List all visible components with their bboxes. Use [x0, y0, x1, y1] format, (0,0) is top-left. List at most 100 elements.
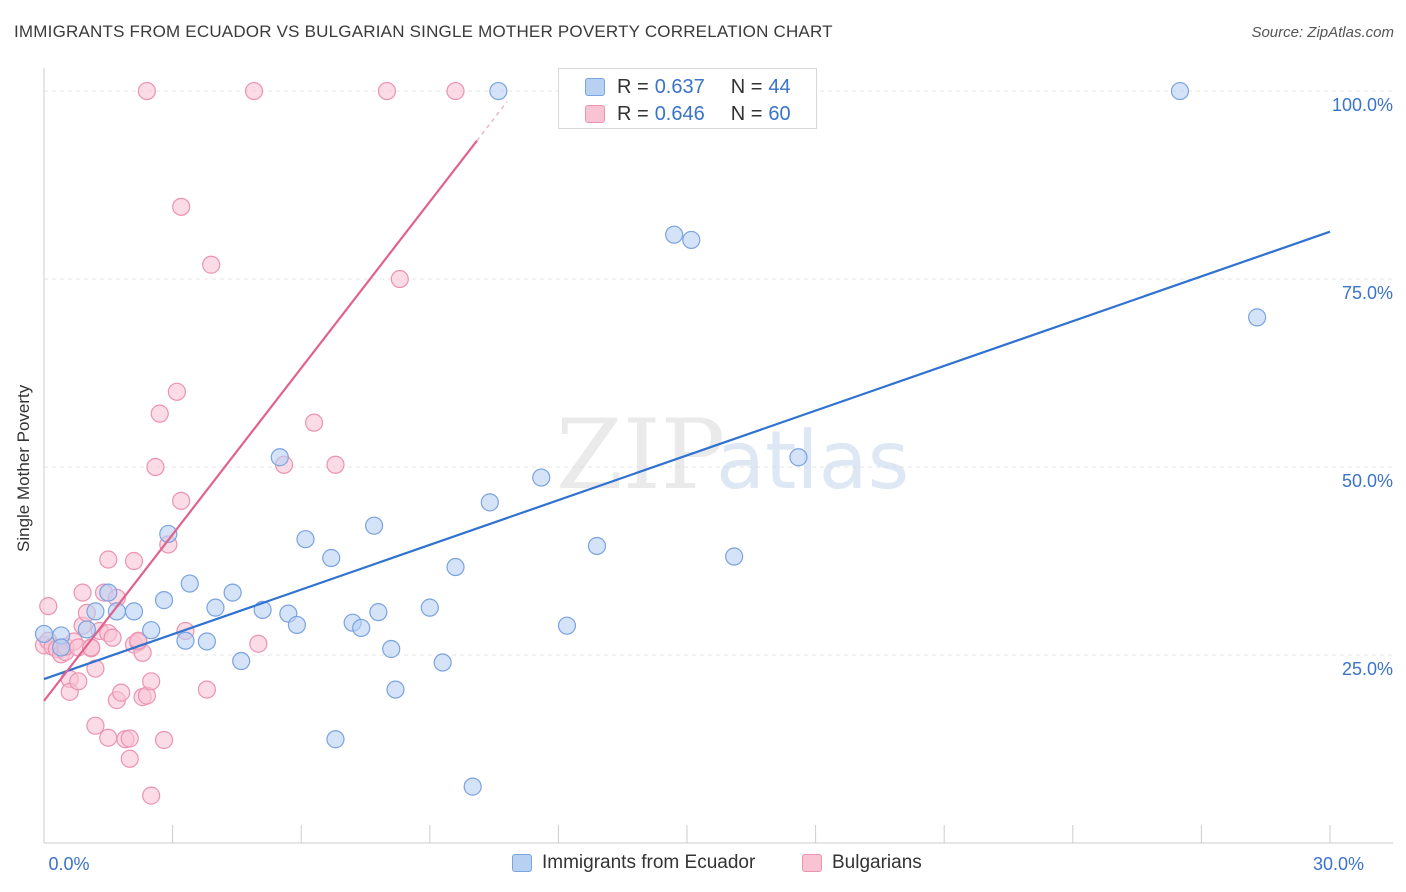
data-point-bulgarians [167, 382, 186, 401]
data-point-ecuador [296, 530, 315, 549]
bottom-legend-label: Bulgarians [832, 852, 922, 873]
trend-line-bulgarians [43, 139, 478, 702]
legend-r-value: 0.646 [654, 102, 705, 125]
data-point-bulgarians [146, 457, 165, 477]
legend-n-value: 44 [768, 75, 791, 98]
data-point-bulgarians [326, 455, 345, 474]
data-point-ecuador [206, 598, 225, 617]
series-ecuador-points [34, 81, 1267, 796]
data-point-bulgarians [202, 255, 221, 274]
trend-line-ecuador [43, 230, 1331, 681]
data-point-bulgarians [142, 672, 161, 691]
data-point-ecuador [725, 547, 744, 566]
bottom-legend-swatch-blue [512, 854, 532, 872]
y-axis-label: Single Mother Poverty [14, 384, 33, 552]
data-point-ecuador [287, 615, 307, 635]
data-point-ecuador [489, 81, 508, 101]
data-point-ecuador [223, 583, 242, 602]
data-point-bulgarians [304, 413, 324, 432]
data-point-ecuador [180, 574, 199, 593]
data-point-bulgarians [154, 730, 174, 750]
data-point-bulgarians [172, 197, 191, 216]
bottom-legend-swatch-pink [802, 854, 822, 872]
data-point-ecuador [532, 468, 551, 487]
data-point-ecuador [124, 602, 144, 621]
data-point-ecuador [154, 591, 174, 610]
legend-row-ecuador: R = 0.637 N = 44 [585, 75, 791, 99]
data-point-ecuador [159, 524, 178, 544]
x-tick-label: 0.0% [48, 854, 89, 874]
data-point-ecuador [1248, 308, 1267, 327]
data-point-ecuador [587, 536, 607, 556]
y-tick-label: 75.0% [1342, 283, 1393, 303]
data-point-ecuador [446, 557, 465, 577]
data-point-ecuador [382, 639, 401, 659]
grid-lines [44, 90, 1393, 656]
data-point-ecuador [176, 631, 195, 650]
data-point-ecuador [557, 616, 577, 635]
tick-labels: 25.0% 50.0% 75.0% 100.0% 0.0% 30.0% [48, 95, 1393, 874]
x-tick-label: 30.0% [1313, 854, 1364, 874]
legend-n-label: N = [730, 75, 763, 98]
bottom-legend-label: Immigrants from Ecuador [542, 852, 756, 873]
bottom-legend-bulgarians: Bulgarians [802, 852, 922, 874]
data-point-bulgarians [120, 749, 139, 768]
data-point-bulgarians [377, 81, 397, 101]
data-point-bulgarians [244, 81, 264, 101]
data-point-bulgarians [390, 269, 409, 289]
watermark-atlas: atlas [716, 414, 909, 507]
data-point-ecuador [52, 638, 71, 657]
data-point-ecuador [665, 225, 684, 244]
data-point-bulgarians [249, 634, 268, 653]
data-point-bulgarians [197, 680, 216, 699]
data-point-ecuador [364, 516, 384, 535]
data-point-bulgarians [73, 583, 92, 602]
data-point-ecuador [322, 548, 341, 568]
legend-r-label: R = [617, 75, 649, 98]
y-tick-label: 50.0% [1342, 471, 1393, 491]
data-point-bulgarians [446, 81, 465, 101]
data-point-ecuador [86, 602, 105, 621]
data-point-bulgarians [69, 672, 88, 691]
axes [43, 68, 1393, 844]
data-point-ecuador [77, 620, 96, 639]
legend-n-value: 60 [768, 102, 791, 125]
data-point-ecuador [197, 632, 216, 651]
data-point-ecuador [420, 598, 439, 617]
data-point-bulgarians [86, 716, 105, 735]
y-tick-label: 100.0% [1332, 95, 1393, 115]
data-point-bulgarians [99, 550, 118, 569]
legend-n-label: N = [730, 102, 763, 125]
legend-r-label: R = [617, 102, 649, 125]
data-point-ecuador [463, 777, 482, 796]
data-point-bulgarians [124, 551, 144, 571]
data-point-ecuador [433, 653, 452, 672]
trend-line-bulgarians-extension [476, 101, 508, 142]
watermark: ZIP atlas [556, 399, 909, 511]
data-point-ecuador [682, 230, 701, 250]
data-point-ecuador [99, 583, 118, 602]
chart-title: IMMIGRANTS FROM ECUADOR VS BULGARIAN SIN… [14, 22, 833, 41]
data-point-ecuador [270, 448, 289, 467]
legend-swatch-blue [585, 78, 605, 96]
data-point-bulgarians [142, 786, 161, 805]
data-point-bulgarians [172, 491, 191, 510]
data-point-ecuador [34, 624, 54, 644]
data-point-ecuador [232, 651, 251, 671]
watermark-zip: ZIP [556, 399, 725, 511]
data-point-ecuador [352, 618, 371, 638]
legend-swatch-pink [585, 105, 605, 123]
data-point-ecuador [1170, 81, 1190, 101]
correlation-legend: R = 0.637 N = 44 R = 0.646 N = 60 [558, 68, 817, 129]
trend-lines [43, 101, 1331, 702]
data-point-bulgarians [150, 404, 169, 423]
data-point-ecuador [386, 680, 405, 699]
data-point-bulgarians [99, 728, 118, 747]
data-point-ecuador [369, 603, 388, 622]
legend-row-bulgarians: R = 0.646 N = 60 [585, 102, 791, 126]
data-point-bulgarians [39, 597, 58, 616]
legend-r-value: 0.637 [654, 75, 705, 98]
data-point-bulgarians [120, 729, 139, 748]
data-point-bulgarians [112, 683, 131, 702]
